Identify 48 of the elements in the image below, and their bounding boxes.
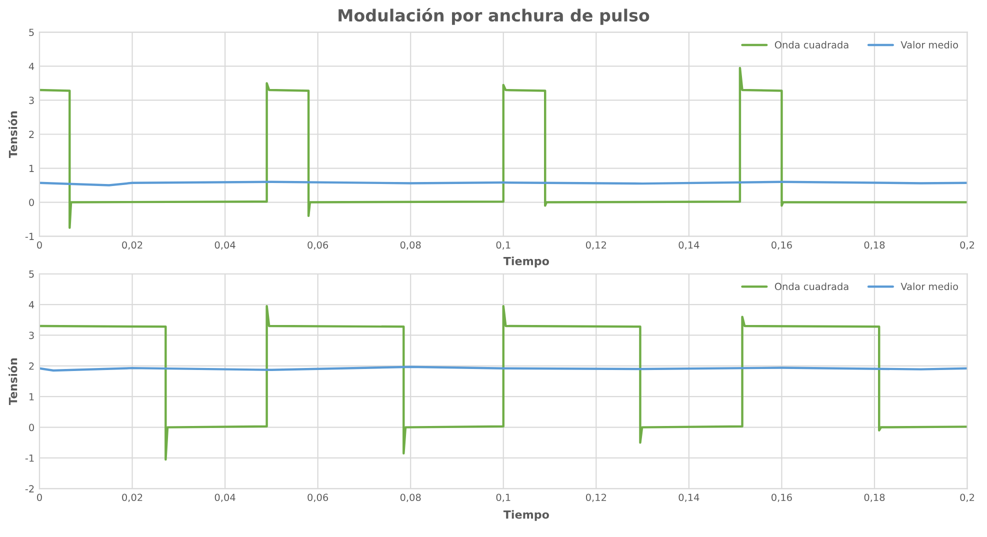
x-tick-label: 0,2	[960, 241, 974, 250]
x-tick-label: 0,08	[400, 494, 421, 502]
x-tick-label: 0,14	[678, 494, 700, 502]
legend-label: Valor medio	[900, 40, 958, 48]
x-tick-label: 0	[37, 241, 42, 249]
y-axis-title: Tensión	[8, 111, 18, 158]
y-tick-label: 4	[28, 301, 34, 308]
legend-label: Onda cuadrada	[774, 40, 848, 48]
y-axis-title: Tensión	[8, 358, 18, 405]
x-axis-title: Tiempo	[503, 256, 549, 268]
x-tick-label: 0,14	[678, 241, 700, 250]
y-tick-label: 2	[29, 130, 34, 138]
x-tick-label: 0,12	[586, 494, 606, 502]
x-tick-label: 0,06	[308, 241, 328, 250]
y-tick-label: 5	[29, 270, 34, 278]
x-tick-label: 0,06	[308, 494, 328, 502]
line-series	[39, 66, 968, 229]
y-tick-label: -1	[25, 454, 34, 462]
y-tick-label: -2	[25, 485, 34, 492]
y-tick-label: 2	[29, 362, 34, 370]
y-tick-label: 0	[29, 198, 34, 206]
legend-label: Valor medio	[900, 282, 958, 290]
x-tick-label: 0,1	[496, 494, 510, 502]
x-tick-label: 0	[37, 494, 42, 502]
x-tick-label: 0,02	[122, 241, 142, 250]
y-tick-label: 3	[29, 332, 34, 340]
y-tick-label: 4	[28, 62, 34, 70]
x-tick-label: 0,08	[400, 241, 421, 250]
x-tick-label: 0,04	[214, 241, 236, 250]
chart-title: Modulación por anchura de pulso	[338, 8, 650, 25]
y-tick-label: 0	[29, 424, 34, 432]
x-tick-label: 0,16	[772, 241, 792, 250]
x-tick-label: 0,02	[122, 494, 142, 502]
legend-label: Onda cuadrada	[774, 282, 848, 290]
y-tick-label: 3	[29, 96, 34, 104]
x-tick-label: 0,2	[960, 494, 974, 502]
x-tick-label: 0,1	[496, 241, 510, 250]
x-tick-label: 0,18	[864, 241, 885, 250]
y-tick-label: 5	[29, 28, 34, 36]
y-tick-label: 1	[30, 164, 34, 172]
x-tick-label: 0,04	[214, 494, 236, 502]
x-axis-title: Tiempo	[503, 510, 549, 521]
x-tick-label: 0,12	[586, 241, 606, 250]
x-tick-label: 0,16	[772, 494, 792, 502]
line-series	[39, 304, 968, 461]
x-tick-label: 0,18	[864, 494, 885, 502]
y-tick-label: 1	[30, 393, 34, 400]
y-tick-label: -1	[25, 232, 34, 240]
